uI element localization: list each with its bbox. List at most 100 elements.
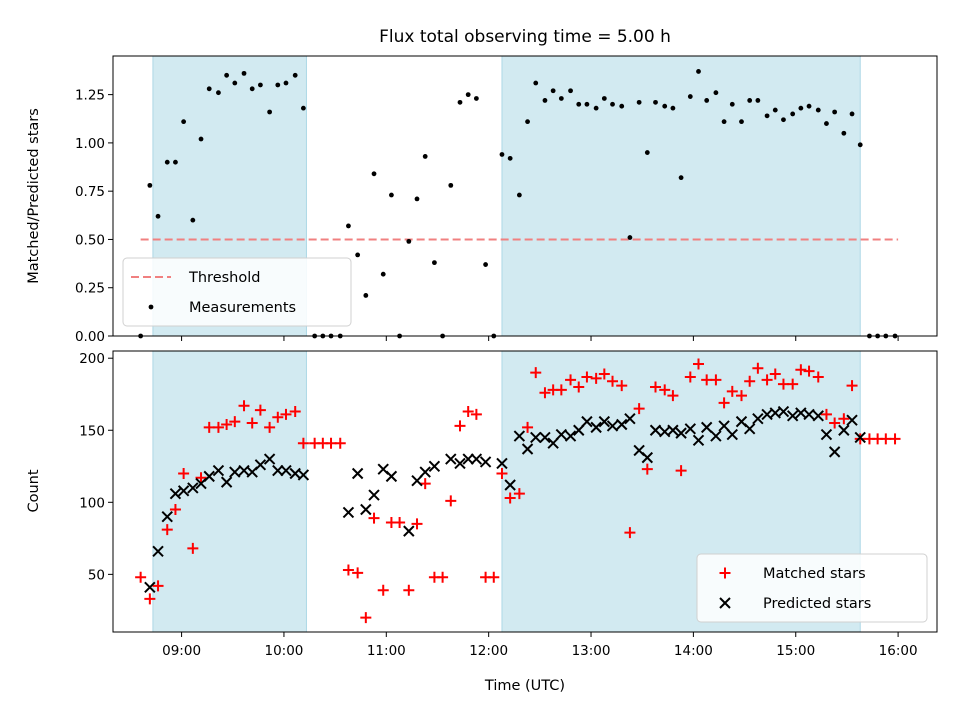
matched-star-point bbox=[437, 571, 449, 583]
data-point bbox=[584, 101, 590, 107]
data-point bbox=[593, 105, 599, 111]
predicted-star-point bbox=[624, 413, 636, 425]
data-point bbox=[857, 142, 863, 148]
data-point bbox=[473, 96, 479, 101]
predicted-star-point bbox=[428, 460, 441, 472]
legend-box bbox=[696, 553, 928, 623]
data-point bbox=[224, 72, 230, 78]
data-point bbox=[729, 101, 735, 107]
predicted-star-point bbox=[479, 456, 492, 468]
predicted-star-point bbox=[573, 424, 585, 436]
x-tick-label: 13:00 bbox=[572, 643, 611, 659]
data-point bbox=[670, 105, 676, 111]
predicted-star-point bbox=[820, 428, 833, 441]
data-point bbox=[257, 82, 263, 88]
predicted-star-point bbox=[710, 430, 722, 442]
data-point bbox=[346, 223, 351, 229]
matched-star-point bbox=[377, 584, 389, 596]
series-measurements bbox=[138, 69, 898, 339]
predicted-star-point bbox=[177, 485, 190, 497]
predicted-star-point bbox=[590, 421, 602, 434]
matched-star-point bbox=[675, 465, 687, 477]
data-point bbox=[355, 252, 361, 258]
matched-star-point bbox=[272, 411, 284, 423]
matched-star-point bbox=[342, 564, 354, 576]
data-point bbox=[601, 96, 607, 101]
data-point bbox=[483, 262, 488, 267]
matched-star-point bbox=[135, 571, 147, 583]
data-point bbox=[806, 103, 812, 109]
data-point bbox=[713, 90, 719, 96]
predicted-star-point bbox=[564, 430, 577, 442]
matched-star-point bbox=[744, 375, 756, 387]
matched-star-point bbox=[394, 516, 406, 528]
matched-star-point bbox=[203, 421, 215, 433]
matched-star-point bbox=[624, 527, 636, 539]
legend-marker bbox=[719, 567, 731, 579]
data-point bbox=[739, 119, 744, 125]
data-point bbox=[406, 238, 412, 244]
matched-star-point bbox=[761, 374, 773, 386]
matched-star-point bbox=[297, 437, 309, 449]
data-point bbox=[432, 260, 437, 266]
y-tick-label: 0.75 bbox=[75, 184, 105, 200]
matched-star-point bbox=[470, 408, 482, 420]
count-panel: 50 100 150 200 09:00 10:00 11:00 12:00 13:00 14:0… bbox=[26, 350, 938, 659]
matched-star-point bbox=[667, 390, 679, 402]
ratio-panel-marks bbox=[138, 69, 899, 339]
data-point bbox=[576, 101, 582, 107]
matched-star-point bbox=[169, 504, 181, 516]
matched-star-point bbox=[513, 488, 525, 500]
y-tick-label: 0.50 bbox=[75, 232, 105, 248]
matched-star-point bbox=[829, 417, 841, 429]
legend-label: Predicted stars bbox=[763, 596, 871, 612]
predicted-star-point bbox=[445, 453, 457, 465]
legend-marker bbox=[719, 597, 731, 609]
data-point bbox=[173, 159, 178, 165]
matched-star-point bbox=[565, 374, 577, 386]
data-point bbox=[747, 98, 753, 103]
data-point bbox=[542, 98, 548, 103]
predicted-star-point bbox=[718, 420, 730, 432]
predicted-star-point bbox=[675, 427, 687, 439]
predicted-star-point bbox=[726, 428, 738, 441]
data-point bbox=[465, 92, 471, 98]
matched-star-point bbox=[607, 375, 619, 387]
matched-star-point bbox=[238, 400, 250, 412]
legend-label: Measurements bbox=[189, 300, 296, 316]
y-tick-label: 1.00 bbox=[75, 136, 105, 152]
predicted-star-point bbox=[838, 424, 850, 436]
matched-star-point bbox=[221, 418, 233, 430]
predicted-star-point bbox=[846, 414, 858, 426]
matched-star-point bbox=[280, 408, 292, 420]
predicted-star-point bbox=[212, 464, 225, 477]
data-point bbox=[267, 109, 273, 115]
matched-star-point bbox=[254, 404, 266, 416]
data-point bbox=[533, 80, 539, 86]
predicted-star-point bbox=[700, 421, 713, 434]
matched-star-point bbox=[161, 524, 173, 536]
matched-star-point bbox=[360, 612, 372, 624]
matched-star-point bbox=[735, 390, 747, 402]
matched-star-point bbox=[684, 371, 696, 383]
matched-star-point bbox=[462, 406, 474, 418]
predicted-star-point bbox=[470, 453, 483, 465]
legend-marker bbox=[148, 304, 154, 310]
matched-star-point bbox=[411, 518, 423, 530]
data-point bbox=[457, 99, 463, 105]
matched-star-point bbox=[777, 378, 789, 390]
predicted-star-point bbox=[812, 410, 824, 422]
data-point bbox=[798, 105, 804, 111]
predicted-star-point bbox=[581, 415, 593, 428]
predicted-star-point bbox=[187, 482, 199, 494]
data-point bbox=[832, 109, 838, 115]
matched-star-point bbox=[659, 384, 671, 396]
data-point bbox=[662, 103, 668, 109]
predicted-star-point bbox=[272, 464, 284, 477]
count-panel-y-axis-label: Count bbox=[26, 469, 42, 512]
data-point bbox=[216, 90, 221, 96]
predicted-star-point bbox=[203, 470, 215, 483]
data-point bbox=[558, 96, 564, 101]
matched-star-point bbox=[325, 437, 337, 449]
